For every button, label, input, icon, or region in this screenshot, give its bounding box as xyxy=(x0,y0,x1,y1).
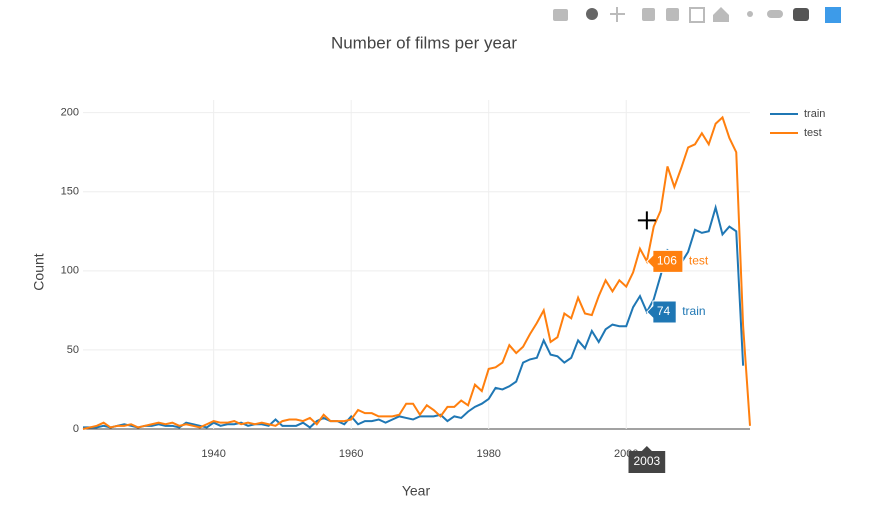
line xyxy=(82,115,751,430)
y-tick-label: 150 xyxy=(61,186,79,198)
y-tick-label: 100 xyxy=(61,265,79,277)
plotly-logo[interactable] xyxy=(825,7,841,23)
hover-name: test xyxy=(689,254,709,268)
y-tick-label: 0 xyxy=(73,423,79,435)
zoom-in-button[interactable] xyxy=(642,8,655,21)
x-tick-label: 1940 xyxy=(201,448,225,460)
hover-box xyxy=(646,300,677,324)
pan-button[interactable] xyxy=(610,7,625,22)
camera-button[interactable] xyxy=(553,9,568,21)
legend-label: test xyxy=(804,127,822,139)
hover-name: train xyxy=(682,304,705,318)
autoscale-button[interactable] xyxy=(689,7,705,23)
zoom-out-button[interactable] xyxy=(666,8,679,21)
hover-compare-button[interactable] xyxy=(793,8,809,21)
spike-button[interactable] xyxy=(747,11,753,17)
x-tick-label: 1960 xyxy=(339,448,363,460)
y-tick-label: 50 xyxy=(67,344,79,356)
x-tick-label: 1980 xyxy=(476,448,500,460)
zoom-button[interactable] xyxy=(586,8,598,20)
x-axis-title: Year xyxy=(402,483,431,499)
hover-value: 74 xyxy=(657,304,671,318)
modebar xyxy=(553,7,841,23)
hover-x-box xyxy=(628,446,666,473)
reset-button[interactable] xyxy=(713,7,729,22)
y-tick-label: 200 xyxy=(61,107,79,119)
hover-value: 106 xyxy=(657,254,677,268)
cursor xyxy=(637,211,656,230)
hover-x-label: 2003 xyxy=(634,454,661,468)
legend-label: train xyxy=(804,108,825,120)
chart-title: Number of films per year xyxy=(331,33,517,52)
hover-box xyxy=(646,249,684,273)
y-axis-title: Count xyxy=(31,253,47,290)
hover-closest-button[interactable] xyxy=(767,10,783,18)
line xyxy=(83,203,745,429)
